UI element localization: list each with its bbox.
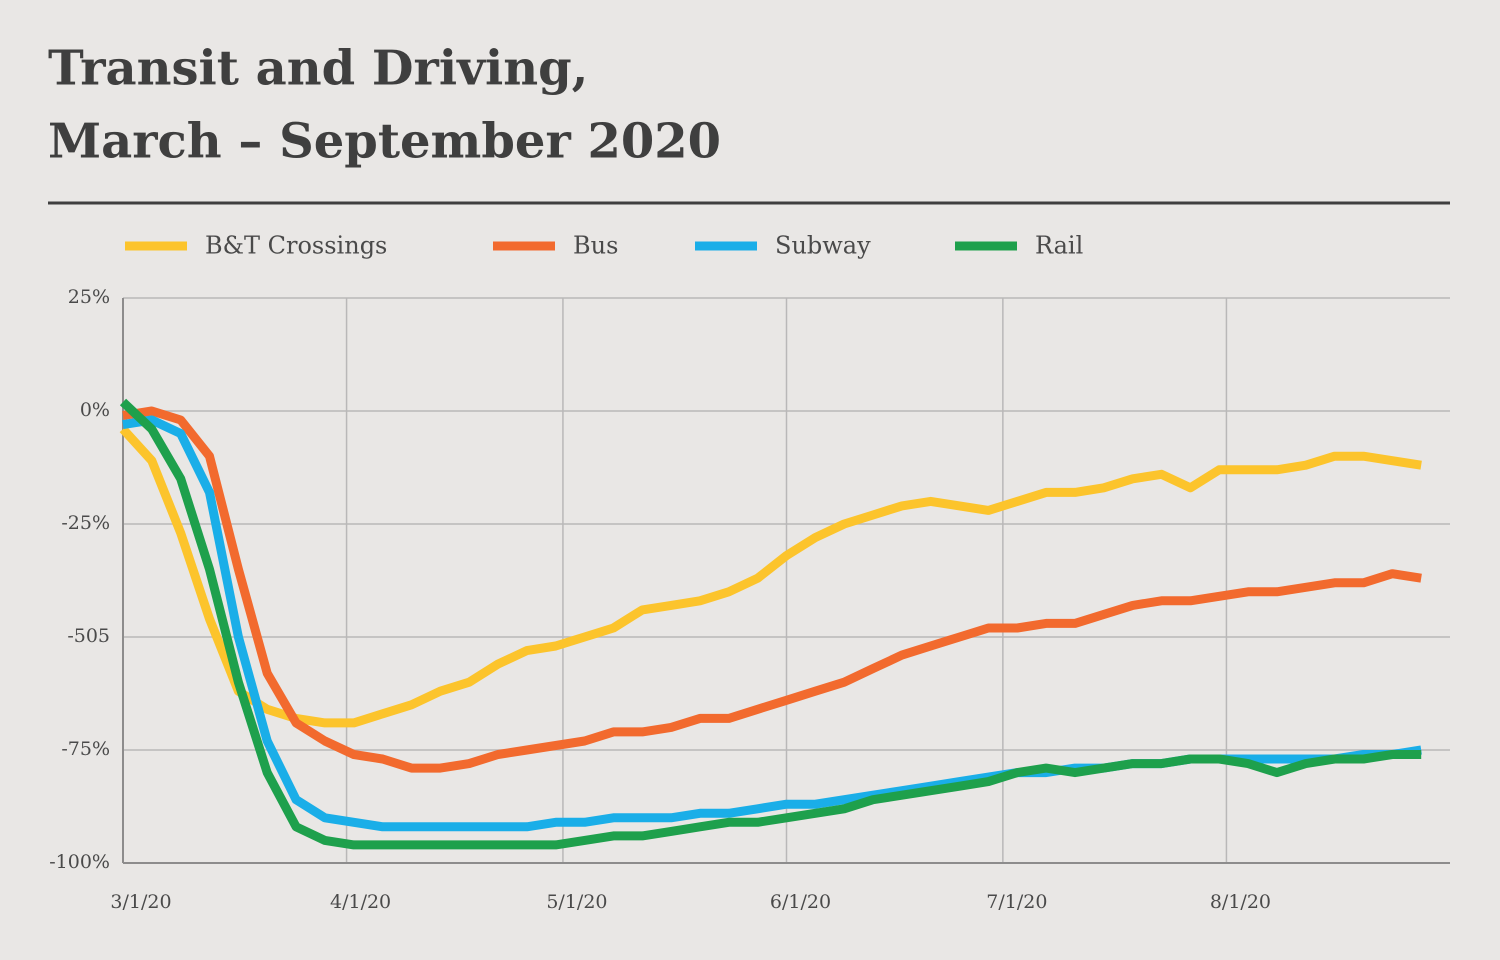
y-tick-label: -75% <box>61 738 110 760</box>
legend-label: B&T Crossings <box>205 232 387 260</box>
y-tick-label: 25% <box>68 286 110 308</box>
legend-label: Bus <box>573 232 618 260</box>
legend-label: Rail <box>1035 232 1083 260</box>
chart-title: March – September 2020 <box>48 114 721 170</box>
legend-label: Subway <box>775 232 871 260</box>
y-tick-label: 0% <box>80 399 110 421</box>
series-line <box>119 398 1422 850</box>
x-tick-label: 4/1/20 <box>330 891 391 913</box>
y-tick-label: -25% <box>61 512 110 534</box>
y-tick-label: -100% <box>49 851 110 873</box>
y-tick-label: -505 <box>67 625 110 647</box>
series-line <box>119 426 1422 728</box>
x-tick-label: 5/1/20 <box>546 891 607 913</box>
x-tick-label: 3/1/20 <box>110 891 171 913</box>
x-tick-label: 7/1/20 <box>986 891 1047 913</box>
x-tick-label: 6/1/20 <box>770 891 831 913</box>
chart-title: Transit and Driving, <box>48 41 588 97</box>
x-tick-label: 8/1/20 <box>1210 891 1271 913</box>
series-line <box>122 406 1422 773</box>
